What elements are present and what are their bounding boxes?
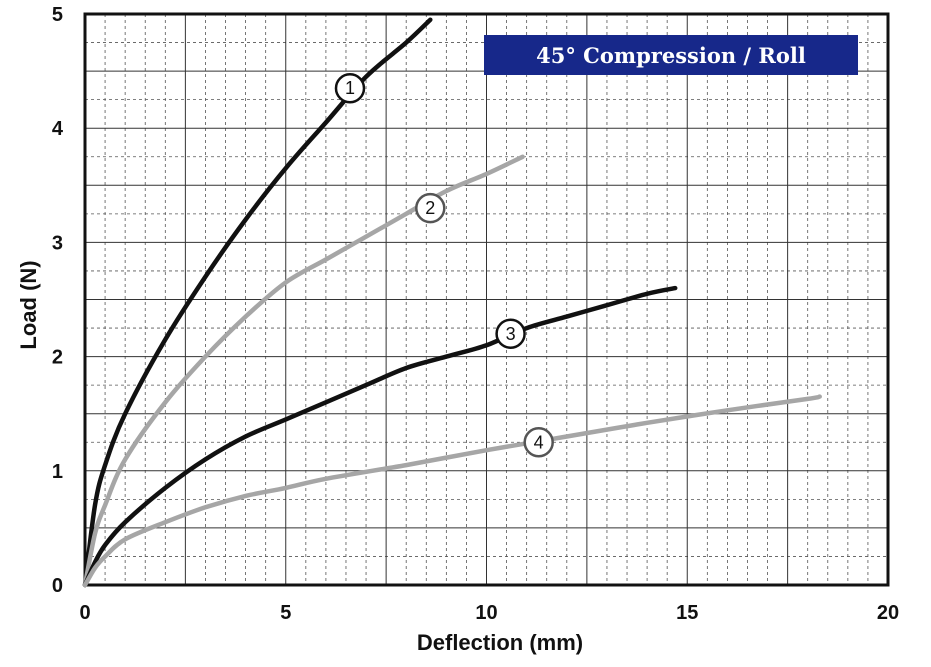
marker-label: 2 [425,198,435,218]
series-layer [82,17,822,588]
marker-label: 1 [345,78,355,98]
series-marker-2: 2 [415,192,446,224]
x-tick-label: 20 [877,602,899,624]
x-tick-label: 0 [79,602,90,624]
chart-title: 45° Compression / Roll [536,43,806,68]
x-tick-label: 5 [280,602,291,624]
marker-circle [523,427,554,458]
x-axis-label: Deflection (mm) [417,630,583,655]
marker-label: 3 [506,324,516,344]
chart-title-box: 45° Compression / Roll [484,35,858,75]
x-tick-label: 10 [475,602,497,624]
series-line-4 [82,394,822,588]
marker-label: 4 [534,432,544,452]
y-tick-label: 0 [52,575,63,597]
series-line-2 [82,154,525,588]
y-tick-label: 4 [52,118,64,140]
y-axis-label: Load (N) [16,260,41,349]
x-tick-label: 15 [676,602,698,624]
y-tick-label: 1 [52,461,63,483]
series-marker-4: 4 [523,427,554,458]
series-markers: 1 2 3 4 [334,72,554,458]
series-line-3 [82,285,678,588]
plot-frame [83,12,890,587]
y-tick-label: 5 [52,4,63,26]
series-line-1 [82,17,433,588]
marker-circle [334,72,366,104]
minor-grid [85,14,888,585]
y-tick-label: 3 [52,232,63,254]
y-tick-label: 2 [52,347,63,369]
marker-circle [415,192,446,224]
series-marker-3: 3 [495,318,526,350]
marker-circle [495,318,526,350]
x-tick-labels: 0 5 10 15 20 [79,602,899,624]
y-tick-labels: 0 1 2 3 4 5 [52,4,64,597]
series-marker-1: 1 [334,72,366,104]
title-background [484,35,858,75]
